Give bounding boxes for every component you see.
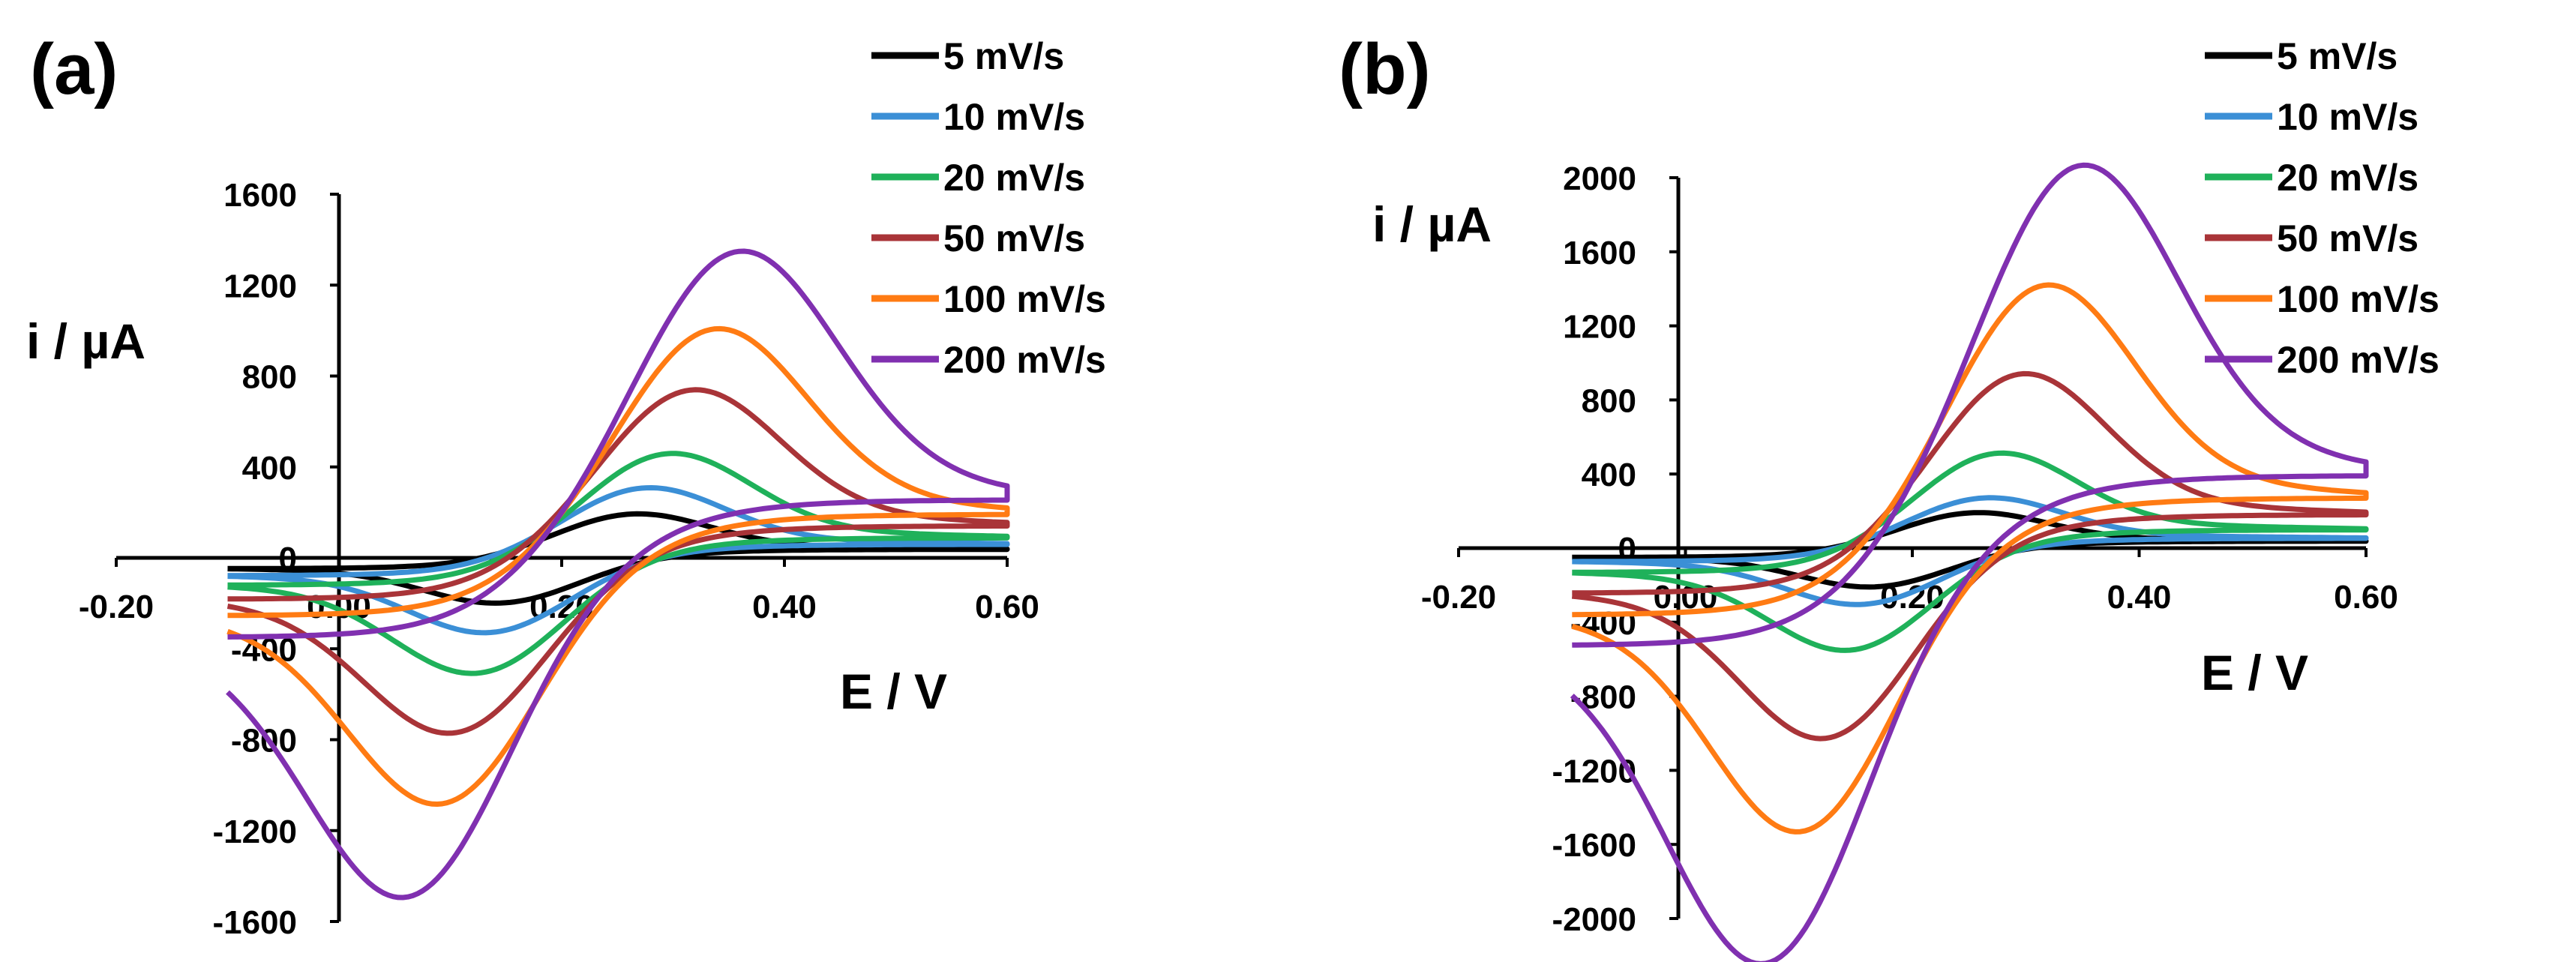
y-tick-label-b: 1200	[1563, 309, 1636, 346]
y-tick-label-a: 400	[242, 450, 297, 487]
series-line-50-mv-s-b	[1571, 370, 2369, 742]
x-tick-label-a: 0.60	[975, 589, 1039, 625]
y-tick-label-b: 1600	[1563, 235, 1636, 271]
y-tick-label-a: 1600	[223, 177, 297, 214]
x-axis-label-a: E / V	[840, 664, 947, 719]
legend-a: 5 mV/s 10 mV/s 20 mV/s 50 mV/s 100 mV/s 200 m…	[871, 35, 1106, 381]
series-line-200-mv-s-a	[226, 248, 1010, 901]
y-tick-label-a: 800	[242, 359, 297, 396]
y-tick-label-b: 800	[1582, 382, 1636, 419]
y-tick-label-a: -1600	[212, 904, 297, 941]
legend-label-200-mv-s-a: 200 mV/s	[943, 339, 1106, 381]
x-axis-label-b: E / V	[2201, 645, 2308, 700]
y-tick-label-b: 2000	[1563, 160, 1636, 197]
y-axis-label-b: i / µA	[1372, 196, 1492, 252]
x-tick-label-a: -0.20	[79, 589, 154, 625]
series-line-20-mv-s-a	[227, 451, 1010, 676]
legend-b: 5 mV/s 10 mV/s 20 mV/s 50 mV/s 100 mV/s 200 m…	[2205, 35, 2440, 381]
series-line-100-mv-s-a	[226, 325, 1010, 807]
x-tick-label-b: 0.40	[2107, 579, 2172, 616]
legend-label-10-mv-s-b: 10 mV/s	[2277, 96, 2419, 138]
y-tick-label-b: 400	[1582, 457, 1636, 493]
panel-b: (b) i / µA E / V 2000160012008004000-400…	[1339, 29, 2440, 962]
y-tick-label-a: -1200	[212, 814, 297, 850]
y-tick-label-b: -1600	[1552, 827, 1636, 864]
x-tick-label-b: -0.20	[1421, 579, 1496, 616]
legend-label-5-mv-s-a: 5 mV/s	[943, 35, 1064, 77]
panel-a: (a) i / µA E / V 160012008004000-400-800…	[26, 29, 1106, 941]
legend-label-20-mv-s-b: 20 mV/s	[2277, 157, 2419, 199]
plot-area-b: 2000160012008004000-400-800-1200-1600-20…	[1421, 160, 2398, 962]
x-tick-label-a: 0.40	[752, 589, 817, 625]
panel-label-a: (a)	[30, 29, 118, 109]
legend-label-20-mv-s-a: 20 mV/s	[943, 157, 1085, 199]
series-line-200-mv-s-b	[1570, 162, 2369, 962]
y-tick-label-b: -2000	[1552, 901, 1636, 938]
y-tick-label-a: 1200	[223, 268, 297, 304]
legend-label-100-mv-s-b: 100 mV/s	[2277, 278, 2440, 320]
legend-label-50-mv-s-b: 50 mV/s	[2277, 217, 2419, 259]
panel-label-b: (b)	[1339, 29, 1431, 109]
legend-label-100-mv-s-a: 100 mV/s	[943, 278, 1106, 320]
series-line-50-mv-s-a	[226, 387, 1010, 736]
series-line-20-mv-s-b	[1572, 450, 2369, 653]
legend-label-200-mv-s-b: 200 mV/s	[2277, 339, 2440, 381]
x-tick-label-b: 0.60	[2334, 579, 2398, 616]
series-line-10-mv-s-a	[227, 485, 1010, 636]
legend-label-50-mv-s-a: 50 mV/s	[943, 217, 1085, 259]
legend-label-10-mv-s-a: 10 mV/s	[943, 96, 1085, 138]
legend-label-5-mv-s-b: 5 mV/s	[2277, 35, 2398, 77]
y-tick-label-b: -800	[1570, 679, 1636, 716]
y-axis-label-a: i / µA	[26, 313, 145, 369]
y-tick-label-a: -800	[231, 723, 297, 760]
series-line-100-mv-s-b	[1571, 282, 2369, 835]
